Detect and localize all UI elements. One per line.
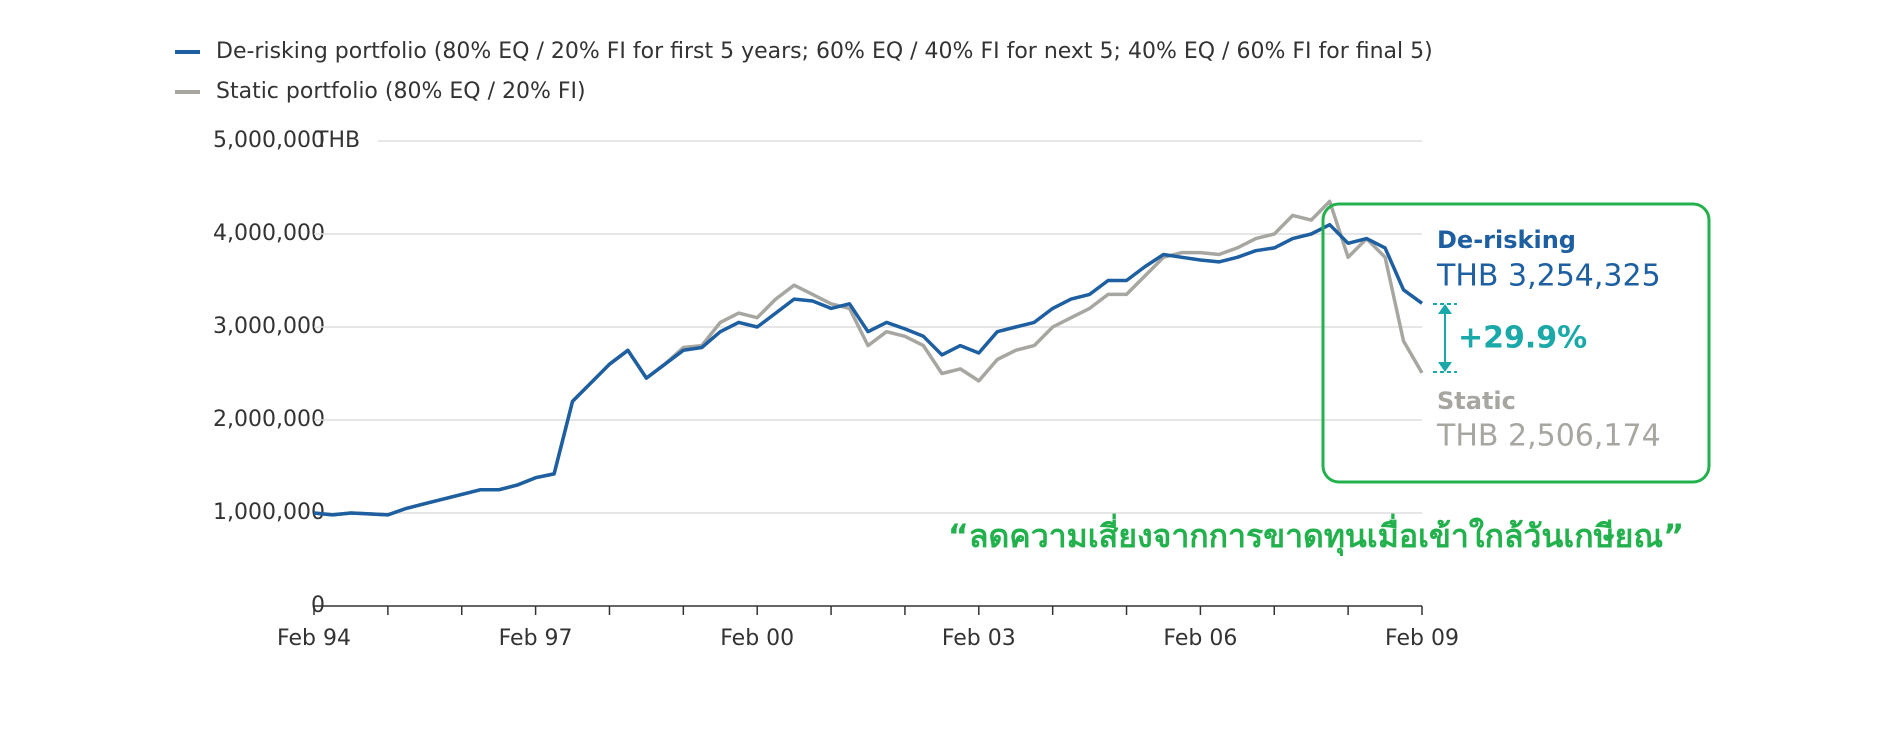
legend-label: Static portfolio (80% EQ / 20% FI)	[216, 79, 586, 104]
static-value: THB 2,506,174	[1436, 419, 1661, 454]
arrow-head	[1438, 362, 1452, 372]
x-tick-label: Feb 09	[1385, 626, 1459, 651]
x-tick-label: Feb 00	[720, 626, 794, 651]
legend-label: De-risking portfolio (80% EQ / 20% FI fo…	[216, 39, 1433, 64]
difference-label: +29.9%	[1458, 321, 1587, 356]
static-label: Static	[1437, 387, 1516, 415]
series-line	[313, 222, 1424, 517]
derisking-label: De-risking	[1437, 226, 1576, 254]
arrow-head	[1438, 304, 1452, 314]
y-tick-label: 5,000,000	[213, 128, 325, 153]
x-tick-label: Feb 03	[942, 626, 1016, 651]
y-tick-label: 2,000,000	[213, 407, 325, 432]
highlight-box	[1321, 202, 1711, 484]
derisking-value: THB 3,254,325	[1436, 259, 1661, 294]
y-tick-label: 4,000,000	[213, 221, 325, 246]
y-unit: THB	[314, 128, 360, 153]
x-tick-label: Feb 97	[499, 626, 573, 651]
y-tick-label: 1,000,000	[213, 500, 325, 525]
x-tick-label: Feb 06	[1163, 626, 1237, 651]
series-line	[313, 199, 1424, 517]
y-tick-label: 3,000,000	[213, 314, 325, 339]
x-tick-label: Feb 94	[277, 626, 351, 651]
quote: “ลดความเสี่ยงจากการขาดทุนเมื่อเข้าใกล้วั…	[948, 513, 1684, 557]
